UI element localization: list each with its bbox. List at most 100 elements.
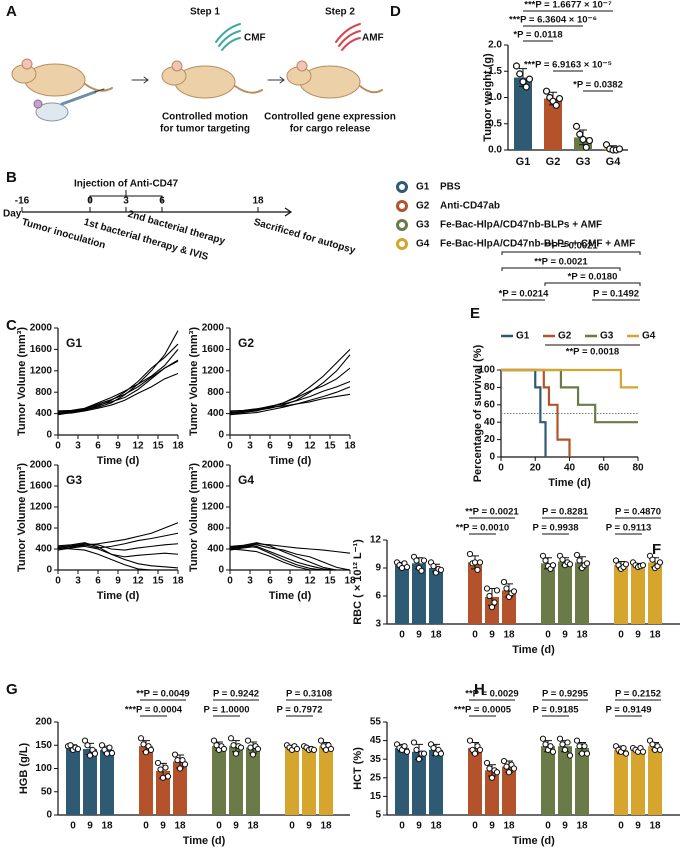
- bar: [558, 746, 572, 815]
- field-label: CMF: [244, 33, 266, 44]
- bar: [502, 766, 516, 815]
- data-point: [582, 143, 590, 151]
- x-tick-label: 9: [287, 576, 293, 587]
- data-point: [401, 743, 408, 750]
- data-point: [561, 746, 569, 754]
- y-tick-label: 50: [41, 786, 53, 797]
- y-tick-label: 400: [207, 408, 224, 419]
- data-point: [474, 566, 481, 573]
- data-point: [522, 83, 530, 91]
- data-point: [649, 556, 656, 563]
- day-label: 6: [159, 196, 165, 207]
- sig-label: P = 1.0000: [203, 705, 249, 716]
- x-tick-label: 9: [87, 821, 93, 832]
- data-point: [583, 750, 591, 757]
- bar: [468, 562, 482, 624]
- data-point: [74, 745, 82, 753]
- data-point: [649, 741, 656, 748]
- y-tick-label: 40: [484, 417, 496, 428]
- bar: [575, 748, 589, 815]
- bar: [648, 746, 662, 815]
- legend-swatch: [396, 238, 408, 250]
- data-point: [147, 746, 155, 754]
- sig-label: P = 0.9242: [213, 689, 259, 700]
- y-tick-label: 1200: [202, 365, 225, 376]
- bar: [156, 770, 170, 815]
- sig-bracket: [544, 282, 641, 286]
- x-tick-label: 9: [160, 821, 166, 832]
- x-tick-label: 9: [635, 821, 641, 832]
- x-tick-label: 3: [247, 441, 253, 452]
- data-point: [227, 735, 235, 742]
- data-point: [622, 750, 630, 757]
- line: [229, 393, 351, 414]
- y-axis-label: Tumor Volume (mm³): [16, 327, 28, 436]
- y-axis-label: HCT (%): [352, 747, 364, 790]
- data-point: [403, 563, 411, 571]
- data-point: [142, 749, 150, 756]
- data-point: [67, 742, 74, 749]
- data-point: [542, 557, 549, 564]
- y-tick-label: 200: [35, 717, 52, 728]
- bar: [631, 565, 645, 624]
- data-point: [415, 756, 423, 763]
- data-point: [583, 560, 591, 567]
- data-point: [539, 735, 547, 742]
- x-tick-label: 20: [530, 463, 542, 474]
- data-point: [249, 751, 257, 758]
- x-tick-label: 9: [562, 821, 568, 832]
- y-tick-label: 35: [370, 754, 382, 765]
- data-point: [430, 563, 437, 570]
- data-point: [247, 744, 254, 751]
- y-tick-label: 0: [218, 565, 224, 576]
- x-axis-label: Time (d): [512, 644, 555, 656]
- data-point: [566, 752, 574, 759]
- y-tick-label: 12: [370, 535, 382, 546]
- data-point: [418, 567, 425, 574]
- scheme-art: [11, 23, 383, 122]
- y-tick-label: 20: [484, 434, 496, 445]
- data-point: [254, 745, 262, 753]
- y-tick-label: 400: [207, 544, 224, 555]
- bar: [429, 568, 443, 624]
- x-tick-label: 18: [172, 576, 184, 587]
- line: [229, 544, 351, 571]
- line: [57, 545, 179, 558]
- y-tick-label: 400: [35, 408, 52, 419]
- sig-label: P = 0.9185: [532, 705, 579, 716]
- sig-label: **P = 0.0021: [465, 507, 519, 518]
- data-point: [578, 750, 586, 757]
- line: [229, 543, 351, 554]
- sig-label: **P = 0.0021: [534, 257, 588, 268]
- y-tick-label: 800: [35, 387, 52, 398]
- y-tick-label: 0: [489, 452, 495, 463]
- timeline-axis: [22, 207, 293, 217]
- y-tick-label: 15: [370, 791, 382, 802]
- x-tick-label: 18: [344, 441, 356, 452]
- data-point: [86, 752, 94, 759]
- data-point: [471, 750, 479, 757]
- data-point: [84, 742, 91, 749]
- bar: [212, 746, 226, 815]
- y-tick-label: 1.5: [488, 66, 502, 77]
- bar: [541, 563, 555, 624]
- y-tick-label: 55: [370, 717, 382, 728]
- y-tick-label: 800: [207, 387, 224, 398]
- y-tick-label: 60: [484, 399, 496, 410]
- data-point: [486, 765, 493, 772]
- data-point: [519, 78, 527, 86]
- day-label: 18: [252, 196, 264, 207]
- data-point: [493, 769, 501, 776]
- sig-bracket: [501, 251, 641, 255]
- legend-code: G1: [416, 182, 430, 193]
- syringe: [60, 90, 97, 106]
- data-point: [220, 745, 228, 753]
- data-point: [164, 773, 172, 780]
- data-point: [500, 757, 508, 765]
- bar: [395, 565, 409, 624]
- x-tick-label: 15: [324, 576, 336, 587]
- panel-label: A: [6, 3, 17, 20]
- sig-label: ***P = 6.9163 × 10⁻⁵: [524, 60, 612, 71]
- legend-code: G4: [416, 239, 430, 250]
